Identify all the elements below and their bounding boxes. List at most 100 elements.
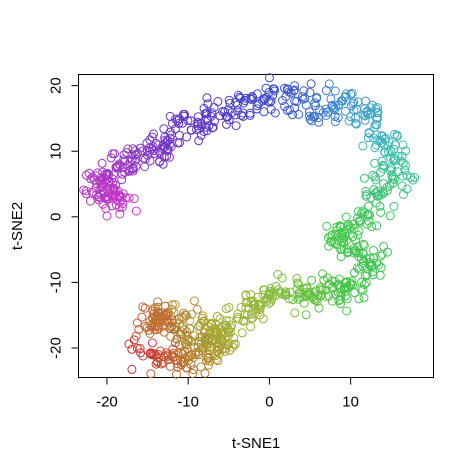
x-tick-label: -10 [177,394,199,411]
data-point [165,362,175,371]
data-point [140,303,150,313]
data-point [160,133,170,142]
data-point [98,199,108,209]
data-point [336,299,345,309]
data-point [283,85,293,95]
data-point [266,289,276,299]
data-point [151,139,161,148]
data-point [130,150,140,160]
data-point [142,323,152,333]
data-point [259,285,269,295]
data-point [176,355,186,365]
data-point [277,273,287,283]
data-point [222,119,231,129]
data-point [118,169,127,179]
data-point [246,94,256,104]
data-point [269,84,279,94]
data-point [368,133,378,143]
data-point [214,348,224,358]
data-point [89,175,99,185]
data-point [341,212,351,222]
y-tick-label: 20 [48,77,65,94]
data-point [235,92,245,102]
data-point [196,362,206,372]
data-point [382,182,392,192]
data-point [178,118,187,128]
data-point [330,86,340,96]
data-point [198,311,208,321]
data-point [166,130,176,140]
data-point [209,116,219,126]
data-point [386,162,395,172]
data-point [377,156,387,166]
data-point [207,108,217,118]
data-point [397,181,407,191]
data-point [393,151,403,161]
data-point [313,291,323,301]
data-point [106,153,116,163]
data-point [212,329,221,339]
data-point [360,104,370,114]
data-point [293,279,303,289]
data-point [375,270,385,280]
data-point [368,170,378,180]
x-axis-title: t-SNE1 [232,435,280,452]
data-point [266,96,276,106]
data-point [164,355,173,365]
data-point [188,369,198,378]
data-point [165,323,175,333]
data-point [179,313,189,323]
data-point [365,257,375,267]
data-point [118,163,128,173]
x-tick-label: 10 [342,394,359,411]
data-point [120,167,129,177]
data-point [149,129,158,139]
data-point [388,174,397,184]
data-point [268,291,278,301]
data-point [293,294,303,304]
data-point [372,258,382,268]
data-point [193,117,203,127]
data-point [193,342,203,352]
data-point [114,191,124,200]
data-point [351,118,361,128]
data-point [94,193,104,202]
data-point [330,112,340,121]
data-point [205,356,215,366]
data-point [155,157,165,167]
data-point [98,179,108,189]
data-point [350,288,360,298]
data-point [359,173,369,183]
data-point [240,96,250,105]
data-point [117,202,127,212]
data-point [331,117,340,127]
data-point [393,167,403,177]
data-point [245,110,255,120]
data-point [362,270,372,280]
data-point [376,167,386,177]
data-point [180,338,190,348]
data-point [175,138,184,148]
data-point [113,161,123,171]
data-point [285,105,295,115]
data-point [179,111,189,121]
data-point [341,283,351,292]
data-point [367,222,377,232]
data-point [310,98,320,108]
data-point [231,121,241,131]
data-point [318,269,328,279]
data-point [383,247,392,257]
data-point [248,299,258,309]
data-point [206,319,216,329]
data-point [167,315,177,325]
data-point [236,110,246,120]
data-point [229,333,239,343]
data-point [213,346,223,356]
data-point [135,143,145,153]
data-point [376,251,386,261]
data-point [96,173,105,183]
data-point [290,85,299,95]
data-point [301,100,311,110]
data-point [254,99,264,109]
